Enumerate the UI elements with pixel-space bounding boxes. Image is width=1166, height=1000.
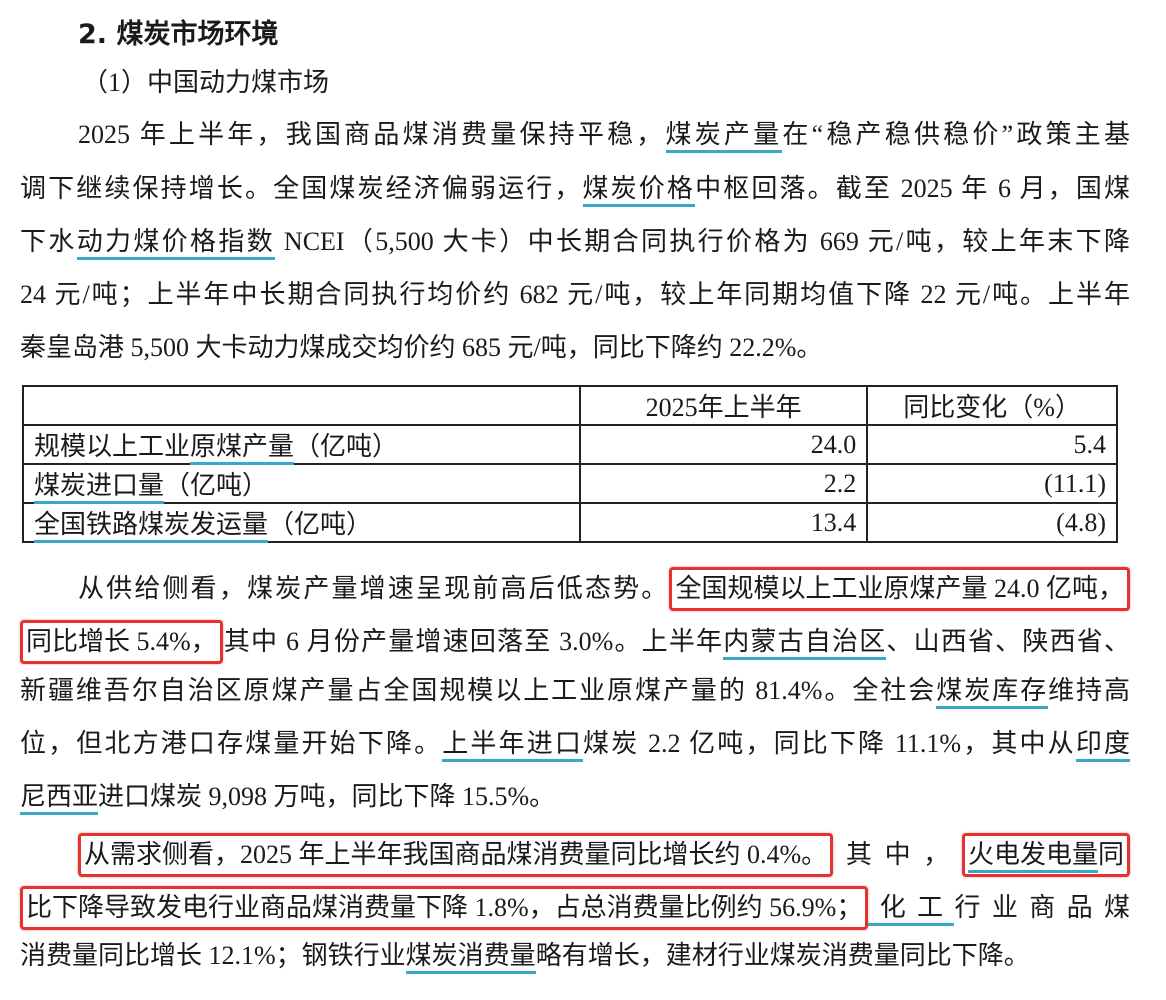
text-run: 比下降导致发电行业商品煤消费量下降 1.8%，占总消费量比例约 56.9%； bbox=[26, 893, 863, 922]
keyword-link[interactable]: 煤炭价格 bbox=[582, 174, 696, 207]
text-run: 下水 bbox=[20, 227, 77, 256]
value-cell: 2.2 bbox=[578, 463, 869, 504]
text-run: 同 bbox=[1097, 840, 1124, 869]
text-run: 行业商品煤 bbox=[954, 893, 1130, 922]
coal-stats-table: 2025年上半年 同比变化（%） 规模以上工业原煤产量（亿吨） 24.0 5.4… bbox=[22, 385, 1118, 543]
table-row: 煤炭进口量（亿吨） 2.2 (11.1) bbox=[22, 463, 1118, 504]
row-label: 煤炭进口量（亿吨） bbox=[22, 463, 581, 504]
row-label: 全国铁路煤炭发运量（亿吨） bbox=[22, 502, 581, 543]
keyword-link[interactable]: 印度 bbox=[1075, 729, 1130, 762]
text-line: 下水动力煤价格指数 NCEI（5,500 大卡）中长期合同执行价格为 669 元… bbox=[20, 224, 1130, 260]
text-run: 消费量同比增长 12.1%；钢铁行业 bbox=[20, 941, 406, 970]
keyword-link[interactable]: 火电发电量 bbox=[967, 840, 1098, 873]
text-run: 位，但北方港口存煤量开始下降。 bbox=[20, 729, 443, 758]
table-header-cell: 2025年上半年 bbox=[578, 385, 869, 426]
table-header-cell: 同比变化（%） bbox=[866, 385, 1118, 426]
text-line: 同比增长 5.4%， 其中 6 月份产量增速回落至 3.0%。上半年内蒙古自治区、… bbox=[20, 620, 1130, 664]
section-title: 2. 煤炭市场环境 bbox=[78, 19, 279, 50]
text-run: 从需求侧看，2025 年上半年我国商品煤消费量同比增长约 0.4%。 bbox=[84, 840, 828, 869]
text-line: 比下降导致发电行业商品煤消费量下降 1.8%，占总消费量比例约 56.9%； 化工… bbox=[20, 886, 1130, 930]
table-header-row: 2025年上半年 同比变化（%） bbox=[22, 385, 1118, 426]
text-run: 同比增长 5.4%， bbox=[26, 627, 217, 656]
keyword-link[interactable]: 尼西亚 bbox=[20, 782, 99, 815]
keyword-link[interactable]: 煤炭进口量 bbox=[34, 471, 165, 504]
text-line: 2025 年上半年，我国商品煤消费量保持平稳，煤炭产量在“稳产稳供稳价”政策主基 bbox=[78, 117, 1130, 153]
text-run: 24 元/吨；上半年中长期合同执行均价约 682 元/吨，较上年同期均值下降 2… bbox=[20, 280, 1131, 309]
table-row: 规模以上工业原煤产量（亿吨） 24.0 5.4 bbox=[22, 424, 1118, 465]
text-run: 、山西省、陕西省、 bbox=[886, 627, 1130, 656]
text-run: （亿吨） bbox=[268, 510, 373, 539]
text-run: 从供给侧看，煤炭产量增速呈现前高后低态势。 bbox=[78, 574, 670, 603]
text-run: 在“稳产稳供稳价”政策主基 bbox=[782, 120, 1130, 149]
text-line: 调下继续保持增长。全国煤炭经济偏弱运行，煤炭价格中枢回落。截至 2025 年 6… bbox=[20, 171, 1130, 207]
text-run: 全国规模以上工业原煤产量 24.0 亿吨， bbox=[675, 574, 1124, 603]
text-line: 从供给侧看，煤炭产量增速呈现前高后低态势。 全国规模以上工业原煤产量 24.0 亿… bbox=[78, 567, 1130, 611]
text-run: 其中 6 月份产量增速回落至 3.0%。上半年 bbox=[222, 627, 724, 656]
highlight-box: 比下降导致发电行业商品煤消费量下降 1.8%，占总消费量比例约 56.9%； bbox=[20, 886, 869, 930]
highlight-box: 同比增长 5.4%， bbox=[20, 620, 223, 664]
keyword-link[interactable]: 上半年进口 bbox=[442, 729, 584, 762]
text-line: 24 元/吨；上半年中长期合同执行均价约 682 元/吨，较上年同期均值下降 2… bbox=[20, 277, 1130, 313]
highlight-box: 从需求侧看，2025 年上半年我国商品煤消费量同比增长约 0.4%。 bbox=[78, 833, 834, 877]
keyword-link[interactable]: 化工 bbox=[868, 893, 955, 926]
text-run: 调下继续保持增长。全国煤炭经济偏弱运行， bbox=[20, 174, 583, 203]
keyword-link[interactable]: 煤炭产量 bbox=[665, 120, 783, 153]
text-run: 2025 年上半年，我国商品煤消费量保持平稳， bbox=[78, 120, 666, 149]
text-run: 进口煤炭 9,098 万吨，同比下降 15.5%。 bbox=[98, 782, 556, 811]
text-run: NCEI（5,500 大卡）中长期合同执行价格为 669 元/吨，较上年末下降 bbox=[275, 227, 1130, 256]
text-line: 从需求侧看，2025 年上半年我国商品煤消费量同比增长约 0.4%。 其中， 火电发… bbox=[78, 833, 1130, 877]
row-label: 规模以上工业原煤产量（亿吨） bbox=[22, 424, 581, 465]
change-cell: (4.8) bbox=[866, 502, 1118, 543]
keyword-link[interactable]: 煤炭库存 bbox=[936, 676, 1049, 709]
text-run: 煤炭 2.2 亿吨，同比下降 11.1%，其中从 bbox=[583, 729, 1076, 758]
text-line: 新疆维吾尔自治区原煤产量占全国规模以上工业原煤产量的 81.4%。全社会煤炭库存… bbox=[20, 673, 1130, 709]
text-run: 维持高 bbox=[1048, 676, 1130, 705]
keyword-link[interactable]: 原煤产量 bbox=[190, 432, 295, 465]
keyword-link[interactable]: 煤炭消费量 bbox=[405, 941, 536, 974]
table-header-cell bbox=[22, 385, 581, 426]
text-run: 中枢回落。截至 2025 年 6 月，国煤 bbox=[695, 174, 1130, 203]
change-cell: (11.1) bbox=[866, 463, 1118, 504]
text-run: 新疆维吾尔自治区原煤产量占全国规模以上工业原煤产量的 81.4%。全社会 bbox=[20, 676, 937, 705]
table-row: 全国铁路煤炭发运量（亿吨） 13.4 (4.8) bbox=[22, 502, 1118, 543]
value-cell: 13.4 bbox=[578, 502, 869, 543]
text-run: （亿吨） bbox=[164, 471, 269, 500]
change-cell: 5.4 bbox=[866, 424, 1118, 465]
text-line: 尼西亚进口煤炭 9,098 万吨，同比下降 15.5%。 bbox=[20, 779, 1130, 815]
text-run: 略有增长，建材行业煤炭消费量同比下降。 bbox=[535, 941, 1030, 970]
keyword-link[interactable]: 内蒙古自治区 bbox=[723, 627, 887, 660]
subsection-title: （1）中国动力煤市场 bbox=[82, 68, 330, 97]
value-cell: 24.0 bbox=[578, 424, 869, 465]
text-line: 秦皇岛港 5,500 大卡动力煤成交均价约 685 元/吨，同比下降约 22.2… bbox=[20, 330, 1130, 366]
highlight-box: 火电发电量同 bbox=[961, 833, 1130, 877]
highlight-box: 全国规模以上工业原煤产量 24.0 亿吨， bbox=[669, 567, 1130, 611]
keyword-link[interactable]: 动力煤价格指数 bbox=[76, 227, 276, 260]
text-run: 其中， bbox=[833, 840, 962, 869]
text-run: 规模以上工业 bbox=[34, 432, 191, 461]
keyword-link[interactable]: 全国铁路煤炭发运量 bbox=[34, 510, 269, 543]
text-run: （亿吨） bbox=[294, 432, 399, 461]
text-line: 位，但北方港口存煤量开始下降。上半年进口煤炭 2.2 亿吨，同比下降 11.1%… bbox=[20, 726, 1130, 762]
text-run: 秦皇岛港 5,500 大卡动力煤成交均价约 685 元/吨，同比下降约 22.2… bbox=[20, 333, 823, 362]
text-line: 消费量同比增长 12.1%；钢铁行业煤炭消费量略有增长，建材行业煤炭消费量同比下… bbox=[20, 938, 1130, 974]
